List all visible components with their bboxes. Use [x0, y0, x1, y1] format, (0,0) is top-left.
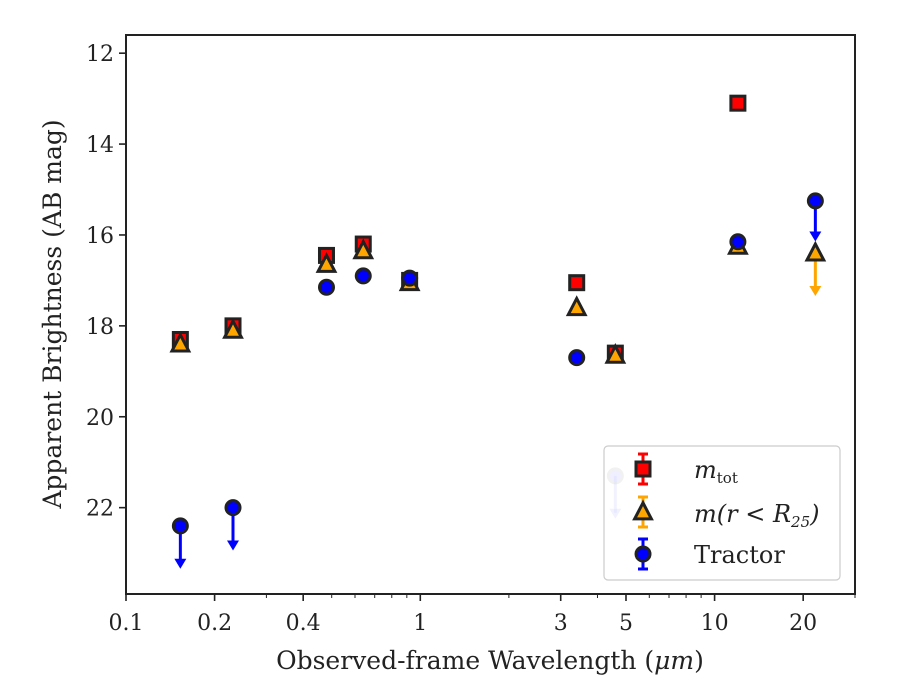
x-tick-label: 3 [554, 611, 568, 636]
legend-label-tractor: Tractor [694, 541, 785, 569]
x-tick-label: 0.2 [197, 611, 232, 636]
legend-frame [603, 445, 841, 581]
legend-marker-tractor [634, 537, 652, 571]
y-tick-label: 18 [86, 315, 114, 340]
x-tick-label: 10 [701, 611, 729, 636]
x-axis-label: Observed-frame Wavelength (μm) [276, 646, 704, 675]
y-tick-label: 12 [86, 42, 114, 67]
plot-frame [125, 34, 856, 595]
upper-limit-arrow-tractor-8-head [809, 231, 822, 242]
legend-marker-mr25 [632, 495, 654, 529]
upper-limit-arrow-tractor-0-head [174, 558, 187, 569]
y-tick-label: 22 [86, 497, 114, 522]
x-tick-label: 0.1 [109, 611, 144, 636]
legend-symbol [632, 499, 654, 521]
x-tick-label: 0.4 [286, 611, 321, 636]
y-tick-label: 16 [86, 224, 114, 249]
legend-label-mtot: mtot [694, 456, 738, 487]
legend: mtot m(r < R25) Tractor [603, 445, 841, 581]
axis-ticks: 0.1 0.2 0.4 1 3 5 10 20 12 14 16 18 20 22 [86, 42, 856, 636]
legend-symbol [634, 460, 652, 478]
legend-symbol [634, 545, 652, 563]
y-axis-label: Apparent Brightness (AB mag) [38, 119, 67, 509]
x-tick-label: 5 [619, 611, 633, 636]
x-tick-label: 20 [789, 611, 817, 636]
y-tick-label: 20 [86, 406, 114, 431]
x-tick-label: 1 [413, 611, 427, 636]
legend-marker-mtot [634, 452, 652, 486]
upper-limit-arrow-tractor-1-head [227, 540, 240, 551]
legend-label-mr25: m(r < R25) [694, 500, 820, 531]
upper-limit-arrow-mr25-8-head [809, 286, 822, 297]
y-tick-label: 14 [86, 133, 114, 158]
